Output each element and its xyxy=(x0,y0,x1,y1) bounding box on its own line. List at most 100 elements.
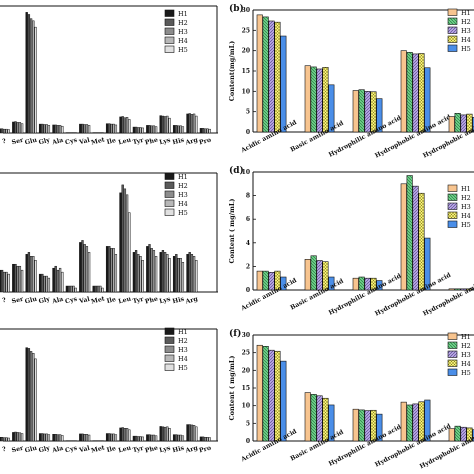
bar xyxy=(128,119,131,134)
bar xyxy=(161,115,165,134)
legend-label: H5 xyxy=(178,46,188,54)
bar xyxy=(125,428,129,442)
bar xyxy=(29,351,33,442)
bar xyxy=(181,262,185,293)
bar xyxy=(161,426,165,442)
legend-swatch xyxy=(447,359,458,367)
bar xyxy=(186,424,189,442)
bar xyxy=(400,183,407,291)
x-category-label: Ala xyxy=(51,296,65,306)
bar xyxy=(256,270,263,291)
legend-label: H3 xyxy=(461,27,471,35)
bar xyxy=(32,353,35,442)
bar xyxy=(454,425,461,442)
bar xyxy=(41,123,44,134)
bar xyxy=(132,435,136,442)
bar xyxy=(14,431,17,442)
bar xyxy=(52,124,55,134)
x-category-label: Met xyxy=(90,136,105,146)
bar xyxy=(146,246,149,293)
bar xyxy=(146,434,149,442)
bar xyxy=(67,440,71,442)
bar xyxy=(18,122,22,134)
bar xyxy=(81,123,84,134)
legend-label: H2 xyxy=(178,182,188,190)
legend-swatch xyxy=(447,35,458,43)
legend-label: H1 xyxy=(178,173,188,181)
bar xyxy=(418,192,425,291)
y-tick-label: 15 xyxy=(242,68,250,75)
y-tick-label: 10 xyxy=(242,403,250,410)
bar xyxy=(137,436,140,442)
legend-label: H4 xyxy=(461,360,471,368)
bar xyxy=(74,287,77,293)
x-category-label: Val xyxy=(78,137,92,147)
legend-swatch xyxy=(164,18,175,26)
bar xyxy=(79,433,82,442)
legend-label: H4 xyxy=(178,200,188,208)
bar xyxy=(177,125,180,134)
x-category-label: Ala xyxy=(51,137,65,147)
y-axis-label: Content ( mg/mL) xyxy=(228,355,236,420)
bar xyxy=(316,395,323,442)
bar xyxy=(166,115,169,134)
y-tick-label: 30 xyxy=(242,332,250,339)
bar xyxy=(114,124,118,134)
bar xyxy=(18,265,22,293)
legend-swatch xyxy=(447,26,458,34)
bar xyxy=(85,124,89,134)
bar xyxy=(45,433,48,442)
bar xyxy=(0,269,2,293)
bar xyxy=(190,254,194,293)
bar xyxy=(105,433,109,442)
x-category-label: Ser xyxy=(11,445,25,455)
bar xyxy=(61,435,64,442)
bar xyxy=(208,128,211,134)
x-category-label: Phe xyxy=(144,137,158,147)
bar xyxy=(141,127,144,134)
bar xyxy=(179,434,182,442)
legend-swatch xyxy=(447,184,458,192)
y-tick-label: 25 xyxy=(242,27,250,34)
y-tick-label: 20 xyxy=(242,48,250,55)
legend-swatch xyxy=(447,211,458,219)
bar xyxy=(132,126,136,134)
bar xyxy=(74,132,77,134)
panel-e: ? Ser Glu Gly Ala Cys Val Met Ile Leu Tyr Phe Lys His… xyxy=(0,327,218,455)
bar xyxy=(114,254,118,293)
panels-layer: ? Ser Glu Gly Ala Cys Val Met Ile Leu Tyr Phe Lys His… xyxy=(0,3,474,470)
bar xyxy=(412,53,419,133)
bar xyxy=(0,128,2,134)
x-category-label: Val xyxy=(78,445,92,455)
bar xyxy=(72,440,75,442)
bar xyxy=(152,250,156,293)
x-category-label: Pro xyxy=(198,137,211,147)
bar xyxy=(148,244,151,293)
bar xyxy=(177,258,180,293)
x-category-label: Ser xyxy=(11,296,25,306)
bar xyxy=(5,271,8,293)
y-tick-label: 10 xyxy=(242,169,250,176)
bar xyxy=(67,285,71,293)
bar xyxy=(47,125,51,134)
bar xyxy=(472,429,474,442)
legend-label: H2 xyxy=(461,342,471,350)
bar xyxy=(152,125,156,134)
legend-label: H1 xyxy=(178,328,188,336)
bar xyxy=(358,409,365,442)
bar xyxy=(94,132,98,134)
bar xyxy=(400,50,407,133)
bar xyxy=(25,12,28,134)
y-tick-label: 30 xyxy=(242,7,250,14)
bar xyxy=(188,424,191,442)
bar xyxy=(274,270,281,291)
bar xyxy=(96,285,100,293)
legend-label: H4 xyxy=(178,37,188,45)
bar xyxy=(112,433,115,442)
bar xyxy=(406,404,413,442)
bar xyxy=(400,401,407,442)
x-category-label: Lys xyxy=(159,137,172,147)
